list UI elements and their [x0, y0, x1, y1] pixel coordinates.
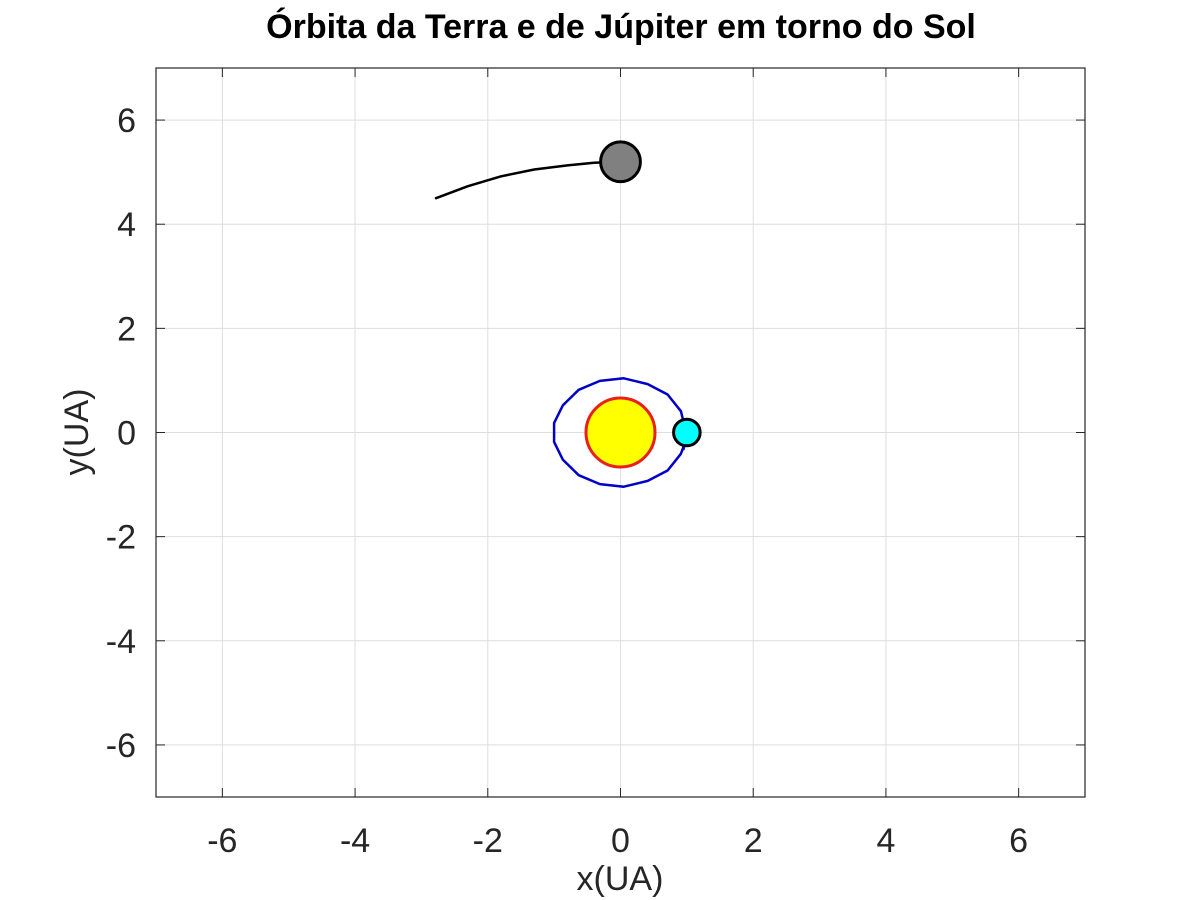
- axis-ticks: [156, 68, 1085, 797]
- x-tick-label: -2: [473, 822, 503, 860]
- x-tick-label: -6: [207, 822, 237, 860]
- y-tick-label: -6: [106, 727, 136, 765]
- x-tick-label: 0: [611, 822, 630, 860]
- orbit-paths: [434, 160, 688, 488]
- x-tick-label: -4: [340, 822, 370, 860]
- body-markers: [584, 140, 702, 469]
- y-axis-tick-labels: -6 -4 -2 0 2 4 6: [106, 102, 136, 765]
- y-tick-label: 0: [117, 415, 136, 453]
- y-tick-label: 6: [117, 102, 136, 140]
- y-axis-label: y(UA): [58, 389, 96, 476]
- x-tick-label: 2: [744, 822, 763, 860]
- y-tick-label: -2: [106, 519, 136, 557]
- x-axis-label: x(UA): [577, 860, 664, 898]
- body-marker-2: [672, 417, 702, 448]
- body-marker-1: [584, 396, 657, 469]
- y-tick-label: 4: [117, 206, 136, 244]
- x-axis-tick-labels: -6 -4 -2 0 2 4 6: [207, 822, 1028, 860]
- orbit-path-2: [434, 160, 622, 200]
- orbit-path-1: [552, 377, 688, 488]
- x-tick-label: 6: [1009, 822, 1028, 860]
- x-tick-label: 4: [876, 822, 895, 860]
- y-tick-label: -4: [106, 623, 136, 661]
- body-marker-3: [599, 140, 642, 184]
- y-tick-label: 2: [117, 310, 136, 348]
- chart-title: Órbita da Terra e de Júpiter em torno do…: [266, 8, 976, 46]
